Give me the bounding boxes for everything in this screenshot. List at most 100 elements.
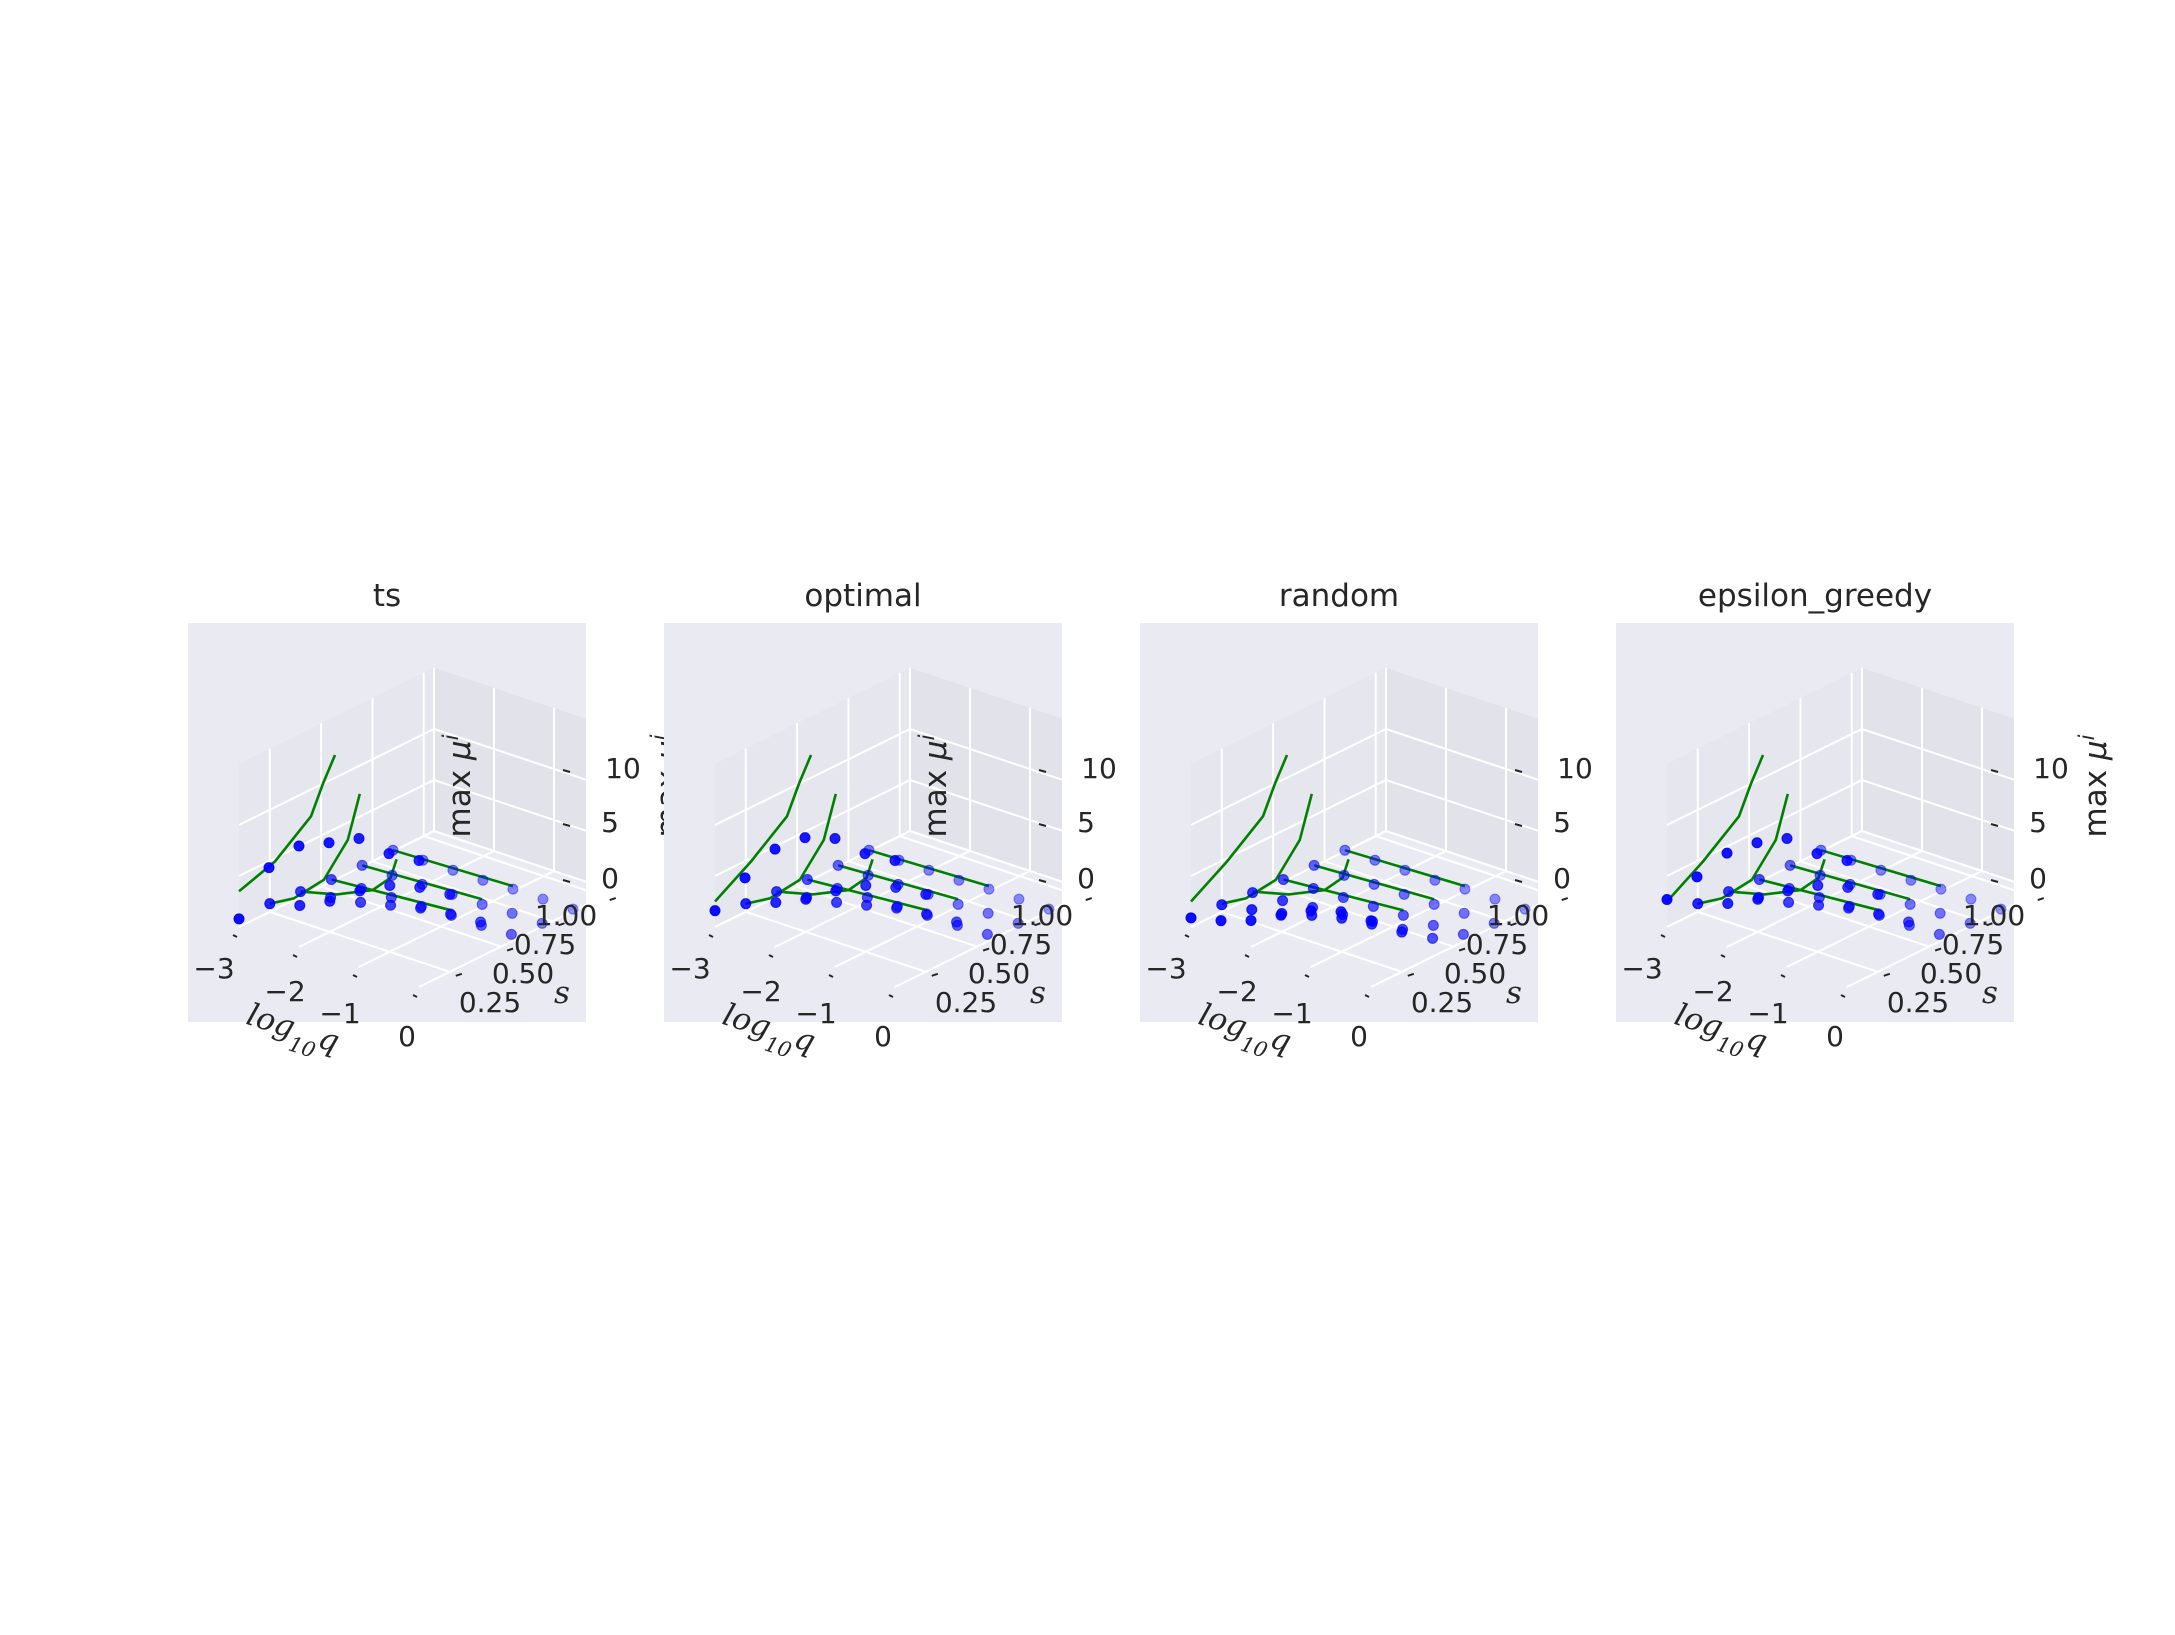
side-pane bbox=[715, 667, 910, 927]
y-axis-label: s bbox=[554, 975, 570, 1011]
fit-curve bbox=[238, 754, 337, 893]
z-tick-mark bbox=[1514, 879, 1523, 883]
data-point bbox=[293, 840, 305, 852]
y-tick-mark bbox=[1510, 922, 1517, 927]
data-point bbox=[1904, 898, 1916, 910]
grid-line bbox=[1370, 903, 1538, 988]
data-point bbox=[1337, 891, 1349, 903]
data-point bbox=[355, 882, 367, 894]
data-point bbox=[1043, 903, 1055, 915]
z-tick-mark bbox=[1038, 823, 1047, 827]
data-point bbox=[739, 872, 751, 884]
data-point bbox=[386, 869, 398, 881]
data-point bbox=[769, 843, 781, 855]
y-tick-label: 0.25 bbox=[459, 986, 521, 1019]
subplot-optimal: optimal−3−2−100.250.500.751.000510log10q… bbox=[439, 578, 1117, 1063]
y-tick-mark bbox=[1034, 922, 1041, 927]
z-tick-label: 5 bbox=[1553, 806, 1571, 839]
z-tick-label: 0 bbox=[2029, 862, 2047, 895]
data-point bbox=[1338, 869, 1350, 881]
data-point bbox=[1722, 897, 1734, 909]
x-tick-mark bbox=[232, 934, 238, 938]
x-tick-label: 0 bbox=[1350, 1020, 1368, 1053]
y-tick-mark bbox=[558, 922, 565, 927]
z-tick-mark bbox=[1990, 823, 1999, 827]
z-tick-label: 10 bbox=[2033, 752, 2069, 785]
y-tick-mark bbox=[1407, 972, 1415, 977]
data-point bbox=[1933, 928, 1945, 940]
data-point bbox=[417, 854, 429, 866]
fit-curve bbox=[1666, 754, 1765, 903]
z-tick-mark bbox=[562, 823, 571, 827]
data-point bbox=[982, 907, 994, 919]
y-tick-mark bbox=[2037, 897, 2045, 902]
x-tick-label: −1 bbox=[1271, 997, 1312, 1030]
data-point bbox=[294, 900, 306, 912]
x-tick-mark bbox=[292, 954, 298, 958]
y-tick-label: 0.25 bbox=[1887, 986, 1949, 1019]
x-tick-mark bbox=[888, 994, 894, 998]
data-point bbox=[799, 832, 811, 844]
data-point bbox=[1459, 883, 1471, 895]
data-point bbox=[951, 919, 963, 931]
data-point bbox=[567, 903, 579, 915]
subplot-title: epsilon_greedy bbox=[1698, 578, 1932, 614]
data-point bbox=[507, 883, 519, 895]
side-pane bbox=[1191, 667, 1386, 927]
data-point bbox=[1935, 883, 1947, 895]
grid-line bbox=[714, 778, 1062, 877]
z-axis-label: max μi bbox=[439, 734, 478, 837]
y-tick-mark bbox=[931, 972, 939, 977]
data-point bbox=[1276, 907, 1288, 919]
data-point bbox=[353, 832, 365, 844]
data-point bbox=[1781, 832, 1793, 844]
data-point bbox=[1216, 899, 1228, 911]
data-point bbox=[1427, 932, 1439, 944]
subplot-random: random−3−2−100.250.500.751.000510log10qs… bbox=[915, 578, 1593, 1063]
data-point bbox=[1661, 893, 1673, 905]
x-tick-mark bbox=[828, 974, 834, 978]
fit-curve bbox=[868, 848, 990, 888]
data-point bbox=[1458, 907, 1470, 919]
x-tick-mark bbox=[1184, 934, 1190, 938]
data-point bbox=[829, 832, 841, 844]
data-point bbox=[1813, 891, 1825, 903]
z-axis-label: max μi bbox=[915, 734, 954, 837]
z-tick-label: 0 bbox=[1553, 862, 1571, 895]
fit-curve bbox=[269, 793, 362, 905]
data-point bbox=[923, 864, 935, 876]
y-tick-label: 0.50 bbox=[1444, 957, 1506, 990]
x-tick-mark bbox=[1244, 954, 1250, 958]
fit-curve bbox=[1820, 848, 1942, 888]
data-point bbox=[861, 891, 873, 903]
x-tick-mark bbox=[352, 974, 358, 978]
data-point bbox=[1012, 917, 1024, 929]
data-point bbox=[536, 917, 548, 929]
data-point bbox=[1489, 893, 1501, 905]
z-axis-label: max μi bbox=[2075, 734, 2114, 837]
x-tick-mark bbox=[1660, 934, 1666, 938]
data-point bbox=[831, 882, 843, 894]
data-point bbox=[771, 886, 783, 898]
data-point bbox=[863, 844, 875, 856]
data-point bbox=[770, 896, 782, 908]
y-tick-label: 0.75 bbox=[1942, 928, 2004, 961]
data-point bbox=[355, 896, 367, 908]
z-tick-mark bbox=[562, 879, 571, 883]
z-tick-label: 5 bbox=[1077, 806, 1095, 839]
grid-line bbox=[894, 903, 1062, 988]
fit-curve bbox=[714, 754, 813, 903]
data-point bbox=[1427, 919, 1439, 931]
data-point bbox=[445, 909, 457, 921]
data-point bbox=[537, 893, 549, 905]
y-tick-label: 1.00 bbox=[1011, 899, 1073, 932]
data-point bbox=[1873, 909, 1885, 921]
points bbox=[233, 832, 579, 940]
x-tick-label: 0 bbox=[874, 1020, 892, 1053]
y-tick-label: 0.75 bbox=[990, 928, 1052, 961]
z-tick-mark bbox=[1990, 769, 1999, 773]
data-point bbox=[506, 907, 518, 919]
x-tick-label: −3 bbox=[1621, 952, 1662, 985]
grid-line bbox=[1666, 778, 2014, 877]
data-point bbox=[1751, 837, 1763, 849]
